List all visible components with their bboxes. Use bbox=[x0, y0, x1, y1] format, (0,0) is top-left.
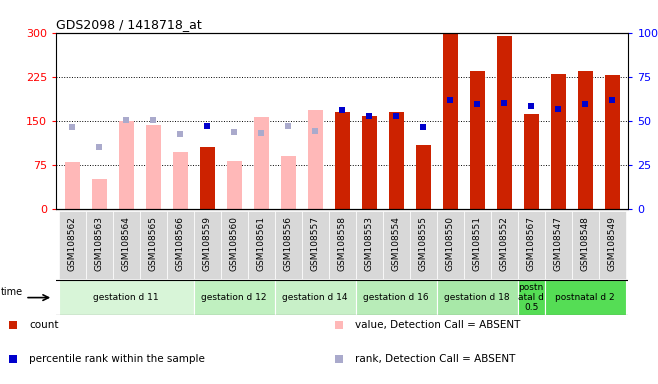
Text: value, Detection Call = ABSENT: value, Detection Call = ABSENT bbox=[355, 320, 520, 330]
Bar bbox=[301, 211, 328, 278]
Text: GSM108559: GSM108559 bbox=[203, 216, 212, 271]
Text: GSM108549: GSM108549 bbox=[608, 216, 617, 271]
Bar bbox=[86, 211, 113, 278]
Bar bbox=[64, 162, 80, 209]
Bar bbox=[470, 71, 484, 209]
Bar bbox=[491, 211, 518, 278]
Text: GSM108557: GSM108557 bbox=[311, 216, 320, 271]
Bar bbox=[193, 280, 274, 315]
Bar bbox=[497, 36, 512, 209]
Bar bbox=[356, 280, 437, 315]
Bar bbox=[383, 211, 410, 278]
Text: gestation d 18: gestation d 18 bbox=[444, 293, 510, 302]
Bar bbox=[605, 75, 620, 209]
Bar bbox=[518, 211, 545, 278]
Bar bbox=[328, 211, 356, 278]
Text: GSM108553: GSM108553 bbox=[365, 216, 374, 271]
Bar bbox=[518, 280, 545, 315]
Text: GDS2098 / 1418718_at: GDS2098 / 1418718_at bbox=[56, 18, 202, 31]
Text: GSM108560: GSM108560 bbox=[230, 216, 239, 271]
Text: postn
atal d
0.5: postn atal d 0.5 bbox=[519, 283, 544, 313]
Bar bbox=[308, 110, 322, 209]
Text: postnatal d 2: postnatal d 2 bbox=[555, 293, 615, 302]
Bar bbox=[59, 211, 86, 278]
Bar bbox=[551, 74, 566, 209]
Bar bbox=[139, 211, 166, 278]
Bar bbox=[166, 211, 193, 278]
Text: percentile rank within the sample: percentile rank within the sample bbox=[30, 354, 205, 364]
Text: GSM108555: GSM108555 bbox=[418, 216, 428, 271]
Bar bbox=[545, 211, 572, 278]
Bar bbox=[524, 114, 539, 209]
Text: count: count bbox=[30, 320, 59, 330]
Bar bbox=[578, 71, 593, 209]
Bar bbox=[572, 211, 599, 278]
Bar bbox=[172, 152, 188, 209]
Text: GSM108564: GSM108564 bbox=[122, 216, 131, 271]
Bar bbox=[59, 280, 193, 315]
Bar bbox=[599, 211, 626, 278]
Text: GSM108547: GSM108547 bbox=[553, 216, 563, 271]
Bar bbox=[362, 116, 376, 209]
Bar bbox=[145, 125, 161, 209]
Text: GSM108566: GSM108566 bbox=[176, 216, 185, 271]
Text: gestation d 11: gestation d 11 bbox=[93, 293, 159, 302]
Text: GSM108558: GSM108558 bbox=[338, 216, 347, 271]
Bar bbox=[254, 117, 268, 209]
Bar bbox=[118, 121, 134, 209]
Bar bbox=[335, 112, 349, 209]
Bar bbox=[437, 280, 518, 315]
Text: rank, Detection Call = ABSENT: rank, Detection Call = ABSENT bbox=[355, 354, 515, 364]
Text: GSM108551: GSM108551 bbox=[472, 216, 482, 271]
Bar bbox=[464, 211, 491, 278]
Text: GSM108565: GSM108565 bbox=[149, 216, 158, 271]
Bar bbox=[227, 161, 241, 209]
Bar bbox=[274, 280, 356, 315]
Bar bbox=[410, 211, 437, 278]
Text: GSM108556: GSM108556 bbox=[284, 216, 293, 271]
Bar bbox=[113, 211, 139, 278]
Bar bbox=[281, 156, 295, 209]
Bar bbox=[443, 33, 457, 209]
Bar bbox=[274, 211, 301, 278]
Bar bbox=[200, 147, 215, 209]
Text: GSM108548: GSM108548 bbox=[581, 216, 590, 271]
Text: GSM108552: GSM108552 bbox=[499, 216, 509, 271]
Bar bbox=[247, 211, 274, 278]
Bar bbox=[545, 280, 626, 315]
Bar bbox=[356, 211, 383, 278]
Text: GSM108563: GSM108563 bbox=[95, 216, 103, 271]
Text: GSM108567: GSM108567 bbox=[526, 216, 536, 271]
Text: GSM108550: GSM108550 bbox=[445, 216, 455, 271]
Bar bbox=[91, 179, 107, 209]
Text: GSM108561: GSM108561 bbox=[257, 216, 266, 271]
Text: gestation d 12: gestation d 12 bbox=[201, 293, 267, 302]
Bar bbox=[416, 144, 430, 209]
Text: gestation d 14: gestation d 14 bbox=[282, 293, 348, 302]
Text: GSM108562: GSM108562 bbox=[68, 216, 76, 271]
Text: GSM108554: GSM108554 bbox=[392, 216, 401, 271]
Bar bbox=[193, 211, 220, 278]
Text: gestation d 16: gestation d 16 bbox=[363, 293, 429, 302]
Bar bbox=[220, 211, 247, 278]
Bar bbox=[437, 211, 464, 278]
Bar bbox=[389, 112, 403, 209]
Text: time: time bbox=[1, 287, 23, 298]
